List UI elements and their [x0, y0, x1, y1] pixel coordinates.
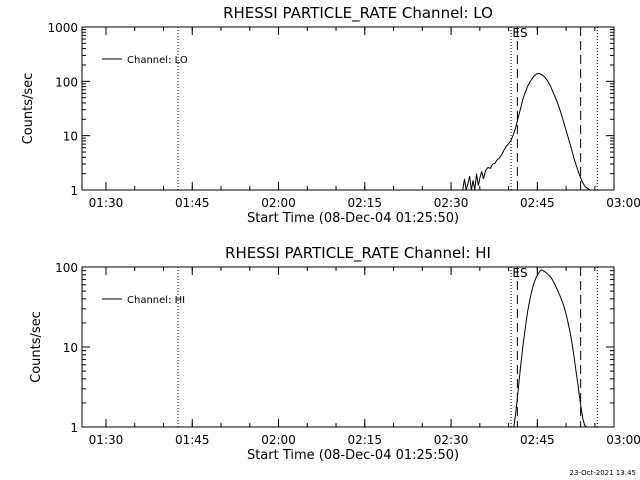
chart-panel-lo: RHESSI PARTICLE_RATE Channel: LO 1 10 100 10…: [21, 4, 640, 226]
chart-title: RHESSI PARTICLE_RATE Channel: HI: [225, 244, 491, 263]
plot-frame: [81, 266, 615, 428]
x-tick-label: 01:30: [89, 196, 124, 210]
y-tick-label: 1000: [47, 21, 78, 35]
x-tick-label: 02:30: [434, 196, 469, 210]
x-tick-label: 02:45: [520, 196, 555, 210]
y-tick-label: 1: [70, 421, 78, 435]
y-tick-label: 10: [63, 130, 78, 144]
y-tick-label: 1: [70, 184, 78, 198]
x-tick-label: 02:00: [261, 433, 296, 447]
y-tick-label: 100: [55, 261, 78, 275]
chart-panel-hi: RHESSI PARTICLE_RATE Channel: HI 1 10 100 01…: [29, 244, 640, 463]
y-tick-label: 100: [55, 75, 78, 89]
x-tick-label: 02:15: [347, 433, 382, 447]
legend-label: Channel: LO: [127, 55, 188, 66]
x-tick-label: 01:45: [175, 433, 210, 447]
x-tick-label: 02:45: [520, 433, 555, 447]
x-tick-label: 01:30: [89, 433, 124, 447]
x-axis-label: Start Time (08-Dec-04 01:25:50): [247, 211, 459, 226]
data-series-line: [462, 72, 593, 191]
marker-label: ES: [512, 266, 527, 280]
chart-title: RHESSI PARTICLE_RATE Channel: LO: [223, 4, 493, 23]
legend-label: Channel: HI: [127, 295, 185, 306]
x-tick-label: 02:00: [261, 196, 296, 210]
x-tick-label: 01:45: [175, 196, 210, 210]
x-tick-label: 03:00: [606, 196, 640, 210]
plot-frame: [81, 26, 615, 191]
x-tick-label: 03:00: [606, 433, 640, 447]
footer-timestamp: 23-Oct-2021 13:45: [570, 469, 636, 477]
y-axis-label: Counts/sec: [29, 311, 44, 383]
x-tick-label: 02:15: [347, 196, 382, 210]
data-series-line: [513, 269, 587, 428]
marker-label: ES: [512, 26, 527, 40]
x-axis-label: Start Time (08-Dec-04 01:25:50): [247, 448, 459, 463]
y-axis-label: Counts/sec: [21, 73, 36, 145]
x-tick-label: 02:30: [434, 433, 469, 447]
y-tick-label: 10: [63, 341, 78, 355]
